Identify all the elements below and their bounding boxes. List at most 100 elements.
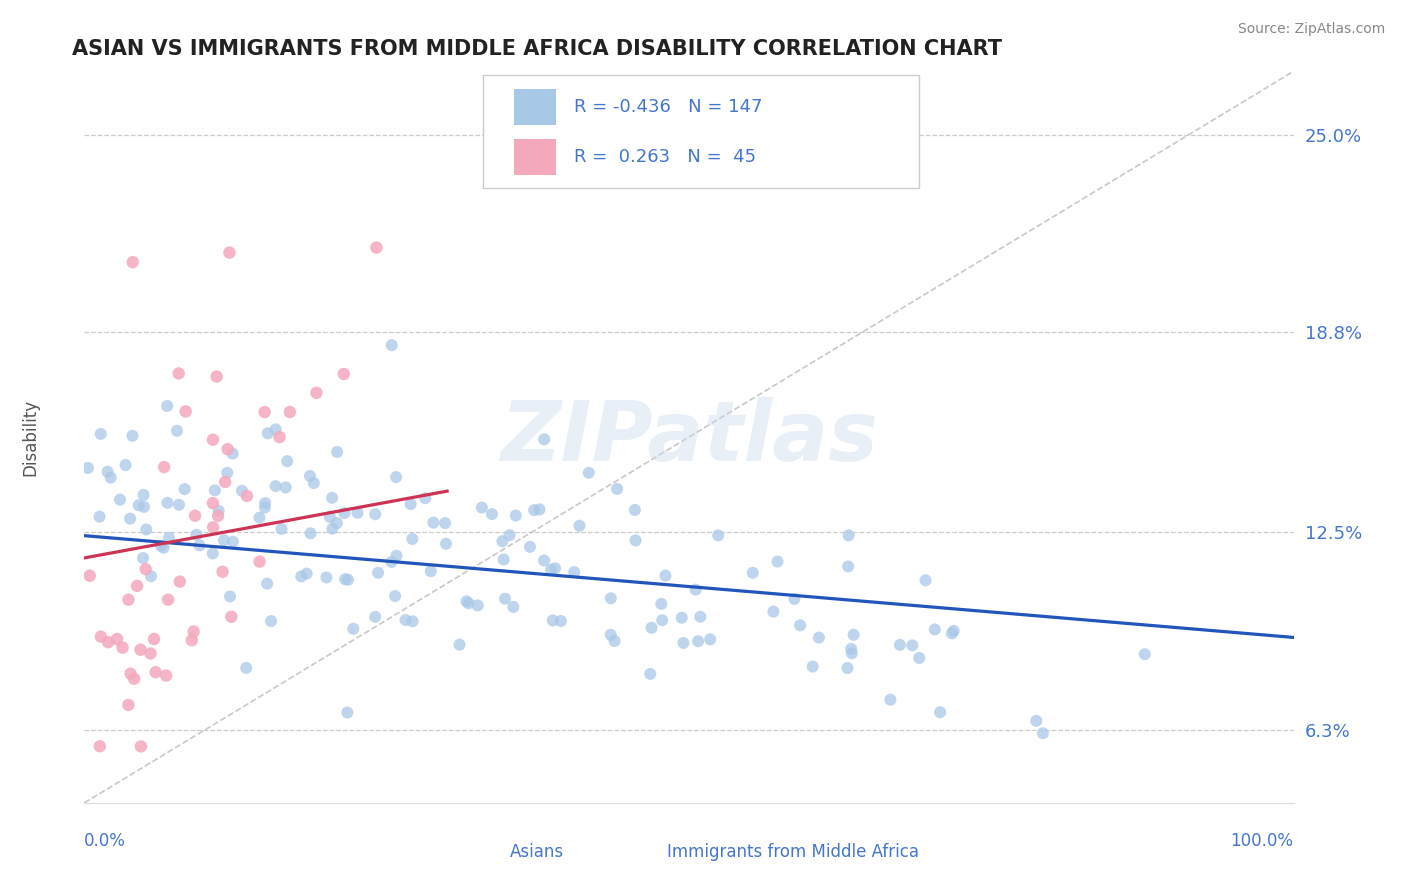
Point [264,479,287,493]
Point [201,546,224,560]
Point [212,533,235,548]
Point [204,483,226,498]
Point [422,516,444,530]
Point [941,626,963,640]
Point [333,506,356,520]
Point [117,698,139,712]
Text: Asians: Asians [510,843,564,861]
Point [270,522,292,536]
Point [838,528,860,542]
Point [157,531,180,545]
Text: ZIPatlas: ZIPatlas [501,397,877,477]
Point [278,405,301,419]
Point [89,509,111,524]
Point [364,508,387,522]
Point [132,500,155,514]
Point [401,615,423,629]
Point [336,706,359,720]
Point [120,511,142,525]
Point [315,570,337,584]
Point [121,429,143,443]
Point [214,475,236,489]
Bar [471,840,502,863]
Point [108,492,131,507]
Point [401,532,423,546]
Text: 0.0%: 0.0% [84,832,127,850]
Point [249,510,271,524]
Bar [513,138,555,175]
Point [384,589,406,603]
Point [201,496,224,510]
Point [434,516,457,530]
Point [606,482,628,496]
Point [914,574,936,588]
Point [157,592,180,607]
Point [456,594,478,608]
Point [491,534,513,549]
Point [143,632,166,646]
Point [298,469,321,483]
Point [256,576,278,591]
Point [942,624,965,638]
Point [218,245,240,260]
Point [367,566,389,580]
Point [449,638,471,652]
Point [249,555,271,569]
Point [879,692,901,706]
Point [671,611,693,625]
Point [533,553,555,567]
Point [342,622,364,636]
Point [381,338,404,352]
Point [184,508,207,523]
Point [201,433,224,447]
Point [105,632,128,646]
Point [231,483,253,498]
Point [901,639,924,653]
Point [789,618,811,632]
Text: Source: ZipAtlas.com: Source: ZipAtlas.com [1237,22,1385,37]
Point [498,528,520,542]
Point [174,404,197,418]
Point [544,561,567,575]
Point [366,240,388,254]
Point [125,579,148,593]
Point [762,605,785,619]
Point [399,497,422,511]
Point [529,502,551,516]
Point [235,661,257,675]
Point [562,565,585,579]
Point [222,534,245,549]
Point [599,628,621,642]
Point [689,609,711,624]
Point [908,651,931,665]
Point [117,592,139,607]
Point [100,470,122,484]
Point [533,433,555,447]
Point [219,590,242,604]
Point [169,574,191,589]
Text: Disability: Disability [21,399,39,475]
Point [326,516,349,530]
Point [502,599,524,614]
Point [624,533,647,548]
Point [155,668,177,682]
Point [114,458,136,472]
Point [111,640,134,655]
Point [129,739,152,754]
Point [132,488,155,502]
Point [333,367,356,381]
Point [807,631,830,645]
Point [413,491,436,506]
Point [651,613,673,627]
Point [145,665,167,680]
Point [299,526,322,541]
Point [211,565,233,579]
Point [305,385,328,400]
Point [783,591,806,606]
Point [494,591,516,606]
Bar [628,840,659,863]
Point [139,647,162,661]
Point [321,522,343,536]
Point [385,470,408,484]
Point [188,538,211,552]
